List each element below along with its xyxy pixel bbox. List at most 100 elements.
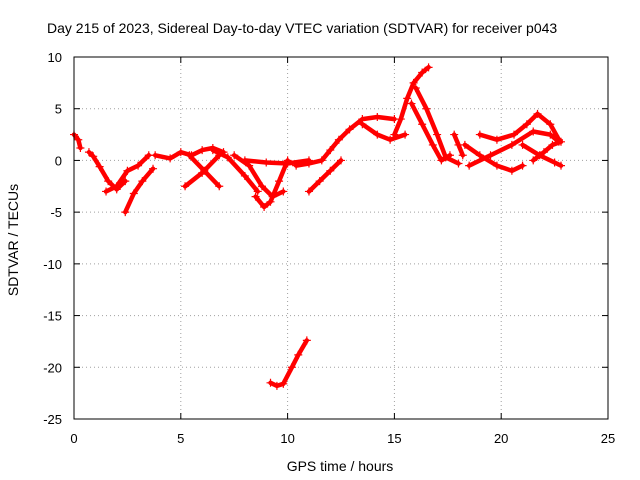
data-point: [373, 112, 382, 121]
data-point: [535, 151, 544, 160]
series-line: [306, 158, 344, 194]
data-point: [557, 137, 566, 146]
series-sat-p: [390, 63, 433, 139]
data-point: [304, 187, 313, 196]
data-point: [112, 182, 121, 191]
data-point: [208, 146, 217, 155]
data-point: [450, 130, 459, 139]
data-point: [74, 135, 83, 144]
data-point: [373, 130, 382, 139]
data-point: [257, 182, 266, 191]
series-line: [268, 338, 310, 389]
x-tick-label: 5: [177, 431, 184, 446]
data-point: [215, 182, 224, 191]
data-point: [181, 182, 190, 191]
y-tick-label: 5: [55, 102, 62, 117]
data-point: [403, 94, 412, 103]
data-point: [275, 177, 284, 186]
data-point: [260, 202, 269, 211]
series-line: [210, 147, 260, 194]
data-point: [518, 140, 527, 149]
series-sat-b: [84, 148, 130, 194]
series-sat-j: [251, 156, 292, 211]
chart-title: Day 215 of 2023, Sidereal Day-to-day VTE…: [47, 20, 557, 36]
y-tick-label: -15: [43, 309, 62, 324]
grid-lines: [74, 57, 608, 419]
data-point: [401, 130, 410, 139]
series-line: [293, 114, 397, 168]
data-point: [272, 381, 281, 390]
x-tick-label: 0: [70, 431, 77, 446]
data-point: [253, 187, 262, 196]
series-sat-r: [411, 84, 463, 168]
data-point: [510, 130, 519, 139]
data-point: [95, 162, 104, 171]
data-point: [334, 135, 343, 144]
data-point: [240, 156, 249, 165]
series-line: [520, 142, 564, 168]
data-point: [458, 151, 467, 160]
data-point: [84, 148, 93, 157]
data-point: [465, 161, 474, 170]
series-sat-x: [518, 140, 566, 170]
data-point: [418, 68, 427, 77]
data-point: [315, 177, 324, 186]
data-point: [287, 363, 296, 372]
series-line: [71, 132, 83, 151]
series-sat-l: [266, 336, 311, 390]
data-point: [134, 161, 143, 170]
data-point: [407, 99, 416, 108]
data-point: [123, 166, 132, 175]
data-point: [102, 187, 111, 196]
data-point: [437, 156, 446, 165]
y-tick-label: 0: [55, 153, 62, 168]
series-sat-d: [121, 164, 158, 217]
data-point: [138, 177, 147, 186]
data-point: [345, 125, 354, 134]
data-point: [304, 159, 313, 168]
data-point: [492, 161, 501, 170]
y-tick-label: -25: [43, 412, 62, 427]
data-point: [294, 350, 303, 359]
data-point: [433, 130, 442, 139]
data-point: [460, 140, 469, 149]
data-point: [390, 130, 399, 139]
series-line: [462, 142, 525, 174]
data-point: [283, 159, 292, 168]
data-point: [418, 120, 427, 129]
data-point: [302, 336, 311, 345]
series-line: [392, 65, 431, 137]
series-sat-k: [240, 156, 313, 168]
data-point: [533, 109, 542, 118]
data-point: [266, 378, 275, 387]
axis-ticks: 0 5 10 15 20 25 10 5 0 -5 -10 -15 -20 -25: [43, 50, 615, 446]
data-point: [317, 156, 326, 165]
series-sat-t: [460, 140, 527, 175]
data-point: [539, 148, 548, 157]
data-point: [428, 140, 437, 149]
x-tick-label: 25: [601, 431, 615, 446]
series-line: [466, 129, 562, 168]
data-point: [486, 151, 495, 160]
data-point: [176, 148, 185, 157]
data-point: [279, 187, 288, 196]
data-point: [411, 84, 420, 93]
data-point: [166, 154, 175, 163]
data-point: [546, 130, 555, 139]
data-point: [492, 135, 501, 144]
series-sat-m: [292, 112, 399, 170]
data-point: [507, 166, 516, 175]
data-point: [386, 135, 395, 144]
data-point: [441, 153, 450, 162]
data-point: [89, 152, 98, 161]
data-point: [230, 151, 239, 160]
data-point: [424, 63, 433, 72]
plot-frame: [73, 56, 609, 420]
data-point: [454, 159, 463, 168]
data-point: [292, 161, 301, 170]
data-point: [337, 156, 345, 165]
data-point: [262, 158, 271, 167]
series-sat-n: [304, 156, 345, 196]
data-point: [518, 161, 527, 170]
y-tick-label: 10: [48, 50, 62, 65]
